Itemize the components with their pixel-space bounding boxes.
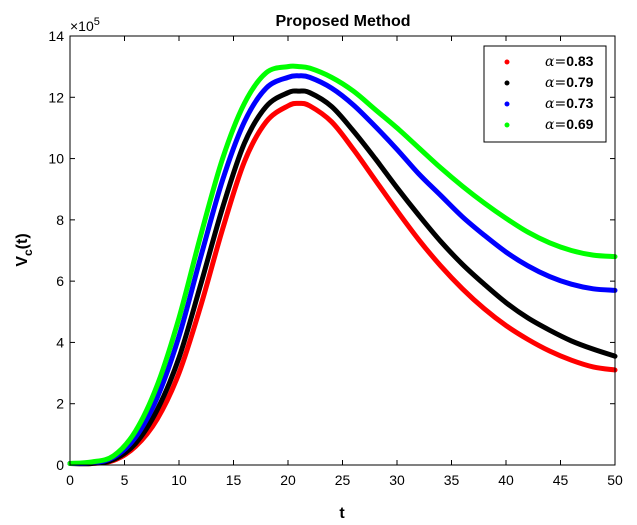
legend-box — [483, 45, 607, 143]
y-tick-label: 2 — [56, 396, 64, 412]
x-tick-label: 45 — [553, 472, 569, 488]
x-tick-label: 5 — [121, 472, 129, 488]
y-axis-label-sub: c — [21, 249, 35, 256]
x-tick-label: 35 — [444, 472, 460, 488]
legend: α=0.83α=0.79α=0.73α=0.69 — [483, 45, 607, 143]
y-exponent-base: ×10 — [70, 18, 94, 34]
legend-value: 0.69 — [566, 116, 593, 132]
x-tick-label: 40 — [498, 472, 514, 488]
legend-value: 0.79 — [566, 74, 593, 90]
y-exponent-label: ×105 — [70, 16, 100, 34]
legend-entry-label: α=0.79 — [545, 74, 594, 91]
legend-alpha-symbol: α= — [545, 75, 566, 91]
legend-entry-label: α=0.83 — [545, 53, 594, 70]
legend-marker — [504, 101, 510, 107]
y-tick-label: 8 — [56, 212, 64, 228]
chart-title: Proposed Method — [275, 13, 410, 30]
x-tick-label: 0 — [66, 472, 74, 488]
legend-entry-label: α=0.69 — [545, 116, 594, 133]
legend-marker — [504, 122, 510, 128]
series-line-alpha-0-73 — [67, 73, 618, 467]
series-layer — [67, 63, 618, 467]
x-tick-label: 50 — [607, 472, 623, 488]
y-axis-label: Vc(t) — [14, 233, 35, 266]
legend-value: 0.83 — [566, 53, 593, 69]
legend-marker — [504, 59, 510, 65]
y-tick-label: 10 — [48, 151, 64, 167]
y-exponent-power: 5 — [94, 16, 100, 28]
x-tick-label: 30 — [389, 472, 405, 488]
legend-marker — [504, 80, 510, 86]
legend-entry-label: α=0.73 — [545, 95, 594, 112]
y-axis: 0 2 4 6 8 10 12 14 — [48, 28, 615, 473]
legend-alpha-symbol: α= — [545, 54, 566, 70]
x-axis-label: t — [339, 505, 345, 522]
x-tick-label: 25 — [335, 472, 351, 488]
legend-alpha-symbol: α= — [545, 96, 566, 112]
y-axis-label-rest: (t) — [14, 233, 31, 249]
series-line-alpha-0-83 — [67, 100, 618, 467]
legend-alpha-symbol: α= — [545, 117, 566, 133]
legend-value: 0.73 — [566, 95, 593, 111]
x-axis: 0 5 10 15 20 25 30 35 40 45 50 — [66, 36, 623, 488]
series-line-alpha-0-69 — [67, 63, 618, 466]
y-tick-label: 0 — [56, 457, 64, 473]
series-line-alpha-0-79 — [67, 88, 618, 467]
y-axis-label-main: V — [14, 256, 31, 267]
y-tick-label: 12 — [48, 89, 64, 105]
y-tick-label: 4 — [56, 334, 64, 350]
legend-items: α=0.83α=0.79α=0.73α=0.69 — [504, 53, 594, 133]
x-tick-label: 10 — [171, 472, 187, 488]
x-tick-label: 15 — [226, 472, 242, 488]
x-tick-label: 20 — [280, 472, 296, 488]
y-tick-label: 6 — [56, 273, 64, 289]
y-tick-label: 14 — [48, 28, 64, 44]
